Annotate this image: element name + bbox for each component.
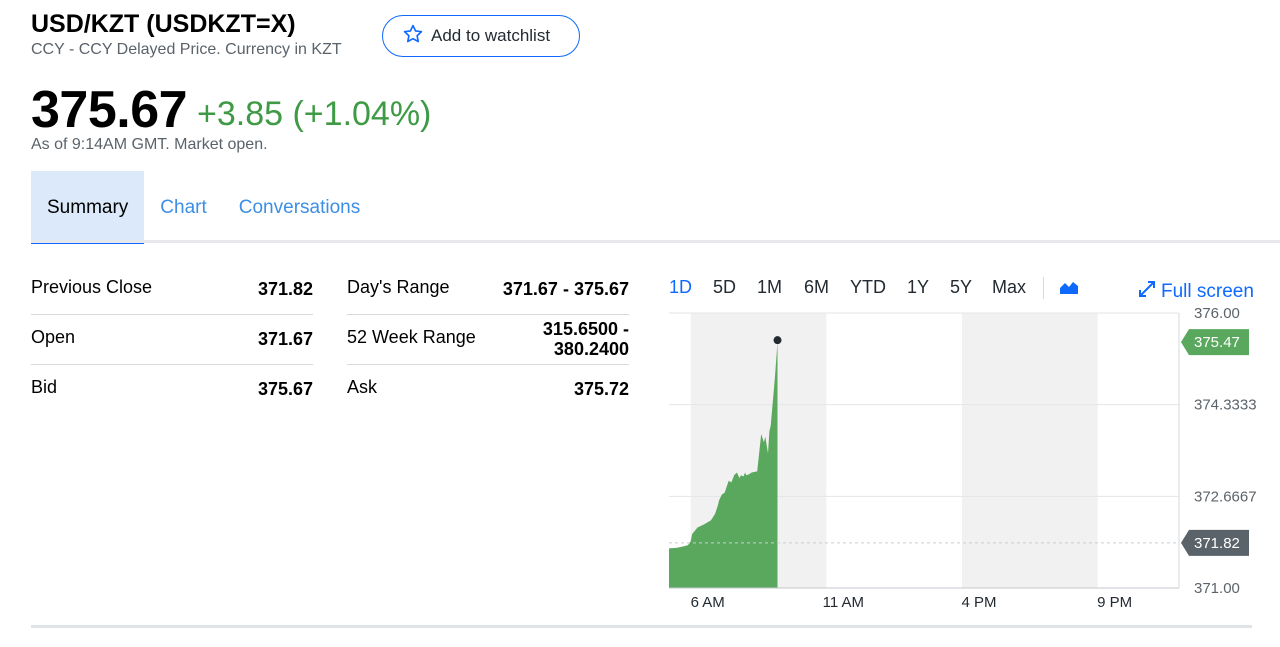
- area-chart-icon[interactable]: [1059, 279, 1079, 300]
- chart-area-series: [669, 342, 778, 588]
- add-to-watchlist-label: Add to watchlist: [431, 26, 551, 45]
- tabs-divider: [31, 240, 1280, 243]
- stat-label: Day's Range: [347, 277, 450, 297]
- as-of-text: As of 9:14AM GMT. Market open.: [31, 136, 268, 153]
- chart-y-tick-label: 371.00: [1194, 580, 1240, 597]
- chart-y-tick-label: 374.3333: [1194, 397, 1257, 414]
- range-divider: [1043, 277, 1044, 299]
- tab-summary[interactable]: Summary: [31, 171, 145, 244]
- range-ytd[interactable]: YTD: [850, 277, 886, 297]
- stat-value-line2: 380.2400: [553, 339, 629, 359]
- range-5d[interactable]: 5D: [713, 277, 737, 297]
- range-5y[interactable]: 5Y: [950, 277, 973, 297]
- tab-chart[interactable]: Chart: [144, 171, 222, 244]
- range-1y[interactable]: 1Y: [907, 277, 930, 297]
- previous-close-badge-bg: [1181, 529, 1249, 556]
- stat-value: 371.82: [257, 279, 313, 299]
- chart-y-tick-label: 376.00: [1194, 305, 1240, 322]
- tab-chart-label: Chart: [160, 196, 207, 218]
- stat-value: 371.67 - 375.67: [502, 279, 629, 299]
- chart-last-point: [773, 336, 782, 345]
- stat-row-ask: Ask 375.72: [347, 365, 629, 415]
- full-screen-button[interactable]: Full screen: [1137, 279, 1254, 304]
- tab-conversations-label: Conversations: [238, 196, 361, 218]
- tab-summary-label: Summary: [47, 196, 129, 218]
- tab-conversations[interactable]: Conversations: [223, 171, 376, 244]
- range-1d[interactable]: 1D: [669, 277, 693, 297]
- chart-y-tick-label: 372.6667: [1194, 488, 1257, 505]
- quote-subtitle: CCY - CCY Delayed Price. Currency in KZT: [31, 41, 342, 58]
- chart-x-tick-label: 4 PM: [961, 594, 996, 611]
- stat-label: Bid: [31, 377, 58, 397]
- bottom-divider: [31, 625, 1252, 628]
- previous-close-badge: 371.82: [1194, 535, 1240, 552]
- stat-row-days-range: Day's Range 371.67 - 375.67: [347, 265, 629, 315]
- add-to-watchlist-button[interactable]: Add to watchlist: [382, 15, 580, 57]
- quote-tabs: Summary Chart Conversations: [31, 171, 376, 244]
- current-price-badge-bg: [1181, 329, 1249, 356]
- stat-value-line1: 315.6500 -: [542, 319, 629, 339]
- stat-row-open: Open 371.67: [31, 315, 313, 365]
- stat-label: Open: [31, 327, 76, 347]
- quote-title: USD/KZT (USDKZT=X): [31, 10, 296, 38]
- stat-value: 375.67: [257, 379, 313, 399]
- stat-row-bid: Bid 375.67: [31, 365, 313, 415]
- stat-value: 375.72: [573, 379, 629, 399]
- price-value: 375.67: [31, 81, 188, 139]
- range-max[interactable]: Max: [992, 277, 1027, 297]
- stat-label: Ask: [347, 377, 378, 397]
- chart-shaded-band: [961, 313, 1098, 588]
- current-price-badge: 375.47: [1194, 334, 1240, 351]
- chart-x-tick-label: 11 AM: [823, 594, 864, 611]
- full-screen-label: Full screen: [1161, 280, 1254, 302]
- expand-icon: [1137, 279, 1157, 304]
- stat-row-52-week-range: 52 Week Range 315.6500 - 380.2400: [347, 315, 629, 365]
- stat-label: 52 Week Range: [347, 327, 476, 347]
- price-change: +3.85 (+1.04%): [197, 95, 432, 133]
- star-icon: [402, 23, 424, 50]
- chart-x-tick-label: 6 AM: [691, 594, 725, 611]
- range-6m[interactable]: 6M: [804, 277, 830, 297]
- stat-label: Previous Close: [31, 277, 153, 297]
- chart-x-tick-label: 9 PM: [1097, 594, 1132, 611]
- stat-value: 371.67: [257, 329, 313, 349]
- stat-row-previous-close: Previous Close 371.82: [31, 265, 313, 315]
- range-1m[interactable]: 1M: [757, 277, 783, 297]
